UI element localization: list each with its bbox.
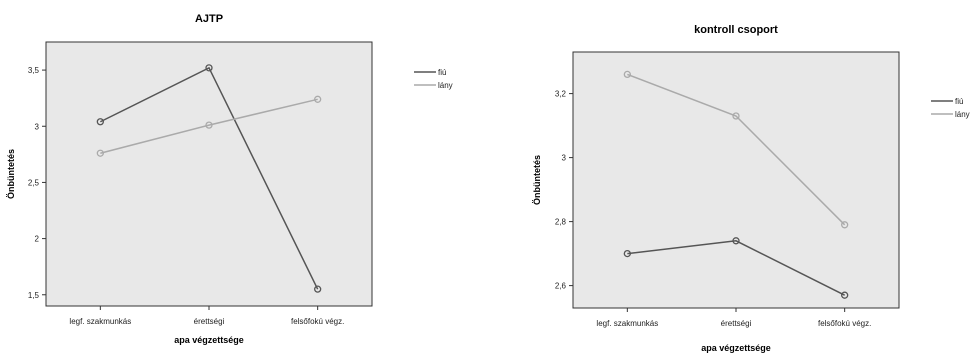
chart-title: AJTP	[195, 13, 223, 25]
data-point	[205, 64, 213, 72]
plot-area	[572, 51, 900, 309]
legend-label: lány	[955, 110, 970, 119]
x-axis-title: apa végzettsége	[701, 343, 771, 353]
series-line-lany	[627, 73, 846, 226]
chart-1: AJTP 1,5 2 2,5 3 3,5 legf. szakmunkás érettségi…	[6, 13, 453, 345]
x-axis-title: apa végzettsége	[174, 335, 244, 345]
y-tick-label: 3	[562, 154, 567, 163]
legend-label: fiú	[955, 97, 963, 106]
legend-label: fiú	[438, 68, 446, 77]
data-point	[96, 118, 104, 126]
data-point	[314, 285, 322, 293]
data-point	[96, 149, 104, 157]
y-tick-label: 3,2	[555, 90, 567, 99]
data-point	[623, 70, 631, 79]
data-point	[732, 237, 740, 245]
series-line-fiu	[627, 240, 846, 296]
series-line-lany	[100, 98, 318, 154]
data-point	[314, 95, 322, 103]
data-point	[205, 121, 213, 129]
x-tick-label: legf. szakmunkás	[69, 317, 131, 326]
data-point	[841, 221, 849, 229]
x-tick-label: felsőfokú végz.	[291, 317, 344, 326]
y-tick-label: 3	[35, 122, 40, 131]
data-point	[732, 112, 740, 120]
data-point	[841, 291, 849, 299]
y-tick-label: 3,5	[28, 66, 40, 75]
y-tick-label: 2,6	[555, 282, 567, 291]
series-line-fiu	[99, 66, 319, 290]
x-tick-label: felsőfokú végz.	[818, 319, 871, 328]
chart-2: kontroll csoport 2,6 2,8 3 3,2 legf. szakmunk…	[532, 24, 970, 353]
x-tick-label: legf. szakmunkás	[596, 319, 658, 328]
y-tick-label: 2	[35, 235, 40, 244]
x-tick-label: érettségi	[721, 319, 752, 328]
plot-area	[45, 41, 373, 307]
legend-label: lány	[438, 81, 453, 90]
y-tick-label: 1,5	[28, 291, 40, 300]
y-tick-label: 2,5	[28, 178, 40, 187]
x-tick-label: érettségi	[194, 317, 225, 326]
data-point	[623, 249, 631, 258]
chart-title: kontroll csoport	[694, 24, 778, 36]
y-axis-title: Önbüntetés	[532, 155, 542, 205]
y-axis-title: Önbüntetés	[6, 149, 16, 199]
y-tick-label: 2,8	[555, 218, 567, 227]
